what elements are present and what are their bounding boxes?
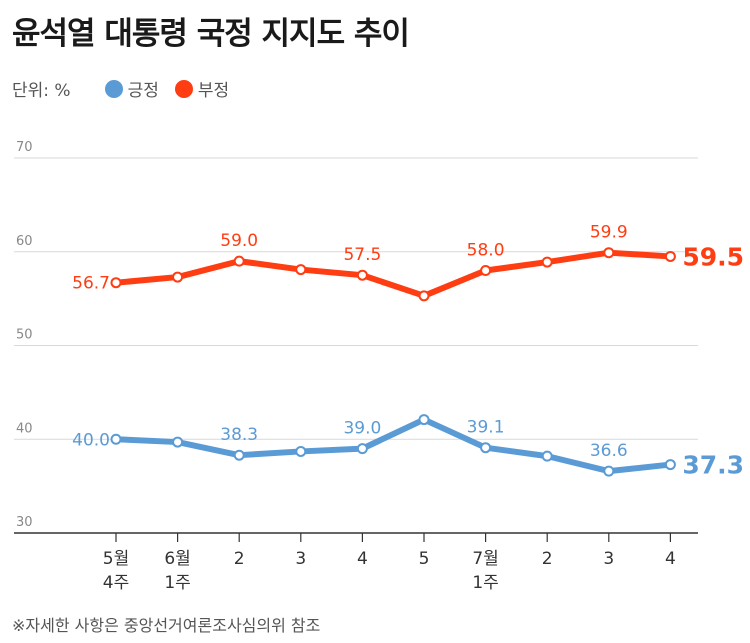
legend-item-negative: 부정 (174, 76, 230, 101)
line-chart: 30 40 50 60 70 5월 4주 6월 1주 2 3 4 5 7월 1주 2 3 4 40.0 38.3 39.… (14, 140, 744, 593)
x-tick-label: 5월 (103, 549, 129, 569)
legend-label-negative: 부정 (197, 81, 230, 101)
data-point-positive (603, 465, 615, 477)
y-tick-label: 40 (16, 421, 33, 436)
data-point-positive (418, 414, 430, 426)
x-tick-label: 1주 (472, 573, 498, 593)
data-label-positive: 39.0 (343, 419, 381, 439)
data-label-negative: 59.5 (682, 242, 744, 271)
x-tick-label: 7월 (472, 549, 498, 569)
x-tick-label: 6월 (164, 549, 190, 569)
data-point-negative (603, 247, 615, 259)
source-note: ※자세한 사항은 중앙선거여론조사심의위 참조 (12, 616, 321, 635)
x-tick-label: 4 (357, 549, 368, 569)
y-tick-label: 70 (16, 140, 33, 155)
data-label-positive: 37.3 (682, 451, 744, 480)
data-label-negative: 59.0 (220, 231, 258, 251)
x-tick-label: 2 (542, 549, 553, 569)
data-point-negative (480, 265, 492, 276)
series-line-negative (113, 249, 674, 299)
y-tick-label: 60 (16, 234, 33, 249)
data-label-negative: 58.0 (467, 241, 505, 261)
data-label-negative: 56.7 (72, 274, 110, 294)
data-point-negative (664, 250, 676, 262)
y-tick-label: 50 (16, 328, 33, 343)
data-point-positive (541, 450, 553, 462)
data-point-negative (418, 290, 430, 302)
unit-label: 단위: % (12, 81, 71, 101)
x-tick-label: 4 (665, 549, 676, 569)
legend: 단위: % 긍정 부정 (12, 76, 245, 101)
series-line-positive (113, 416, 674, 475)
legend-label-positive: 긍정 (127, 81, 159, 101)
data-label-positive: 36.6 (590, 441, 628, 461)
data-point-positive (233, 449, 245, 461)
data-point-negative (541, 256, 553, 268)
data-label-positive: 38.3 (220, 425, 258, 445)
x-tick-label: 3 (603, 549, 614, 569)
data-label-positive: 40.0 (72, 430, 110, 450)
data-point-negative (233, 255, 245, 267)
data-point-negative (110, 277, 122, 289)
legend-dot-positive (104, 79, 123, 98)
chart-title: 윤석열 대통령 국정 지지도 추이 (12, 16, 410, 52)
data-label-negative: 57.5 (343, 245, 381, 265)
x-tick-label: 4주 (103, 573, 129, 593)
data-point-negative (295, 264, 307, 276)
data-point-positive (480, 442, 492, 454)
data-point-positive (356, 443, 368, 455)
data-label-negative: 59.9 (590, 223, 628, 243)
data-point-positive (110, 433, 122, 445)
data-point-negative (356, 269, 368, 281)
y-tick-label: 30 (16, 515, 33, 530)
x-tick-label: 5 (419, 549, 430, 569)
data-label-positive: 39.1 (467, 418, 505, 438)
data-point-positive (664, 459, 676, 471)
x-tick-label: 1주 (164, 573, 190, 593)
data-point-negative (172, 271, 184, 283)
data-point-positive (172, 436, 184, 448)
x-tick-label: 2 (234, 549, 245, 569)
data-point-positive (295, 445, 307, 457)
legend-item-positive: 긍정 (104, 76, 159, 101)
legend-dot-negative (174, 79, 193, 98)
x-tick-label: 3 (295, 549, 306, 569)
